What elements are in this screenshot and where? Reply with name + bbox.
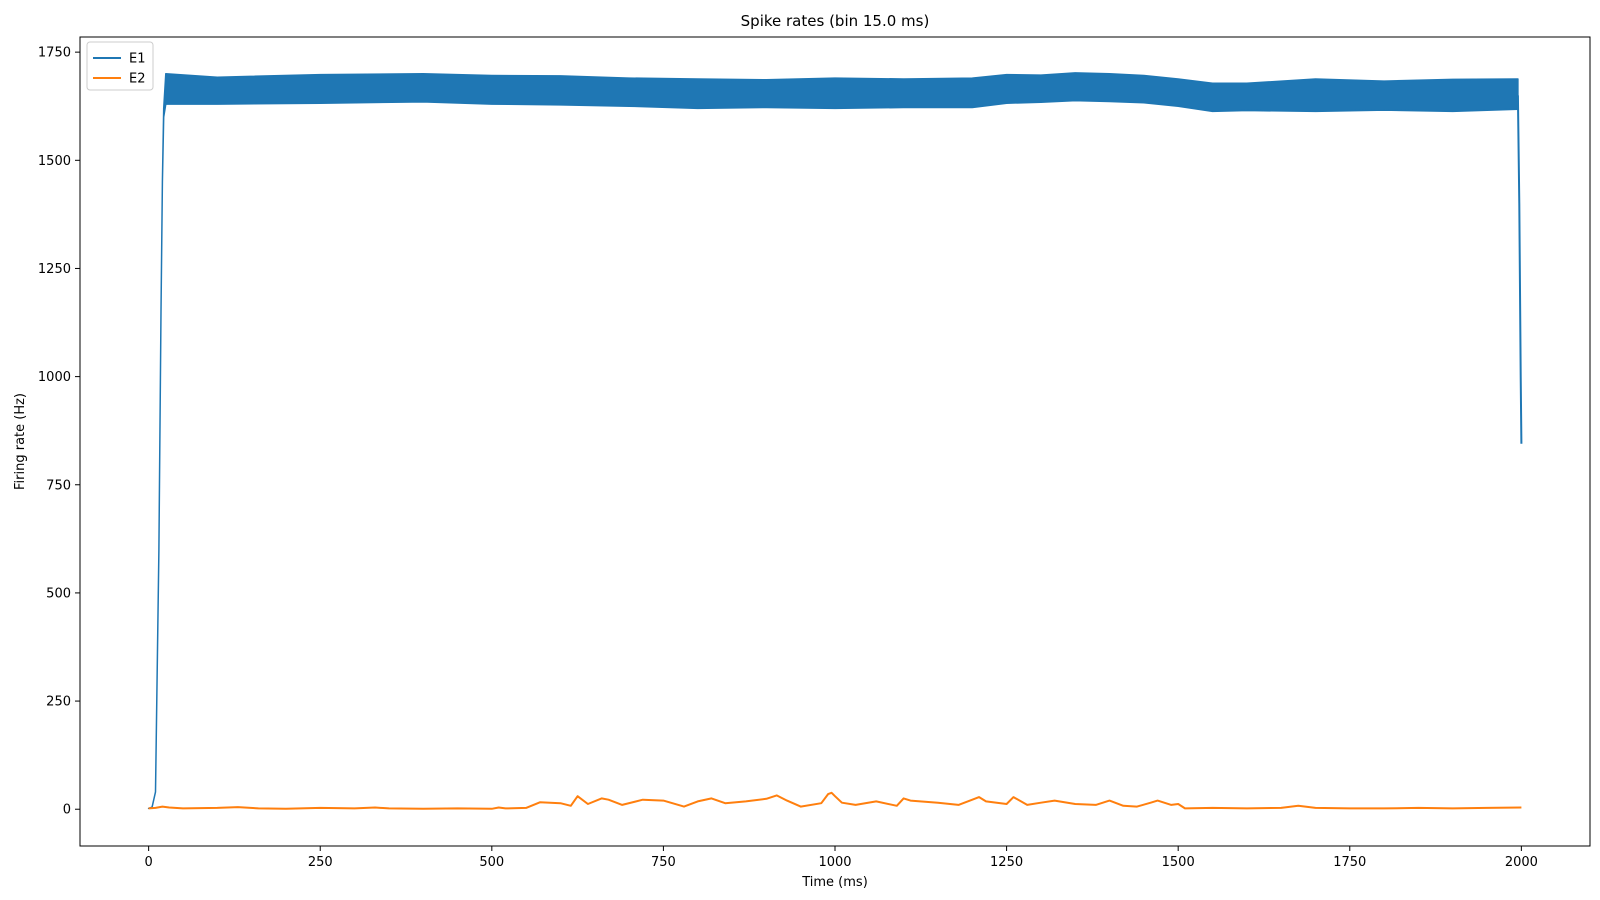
legend-label-e2: E2 <box>129 72 146 87</box>
y-axis-ticks: 0 250 500 750 1000 1250 1500 1750 <box>38 46 80 818</box>
x-tick-label: 1500 <box>1162 855 1195 870</box>
y-tick-label: 500 <box>46 586 71 601</box>
plot-area <box>147 72 1523 810</box>
y-tick-label: 0 <box>63 803 71 818</box>
x-tick-label: 0 <box>144 855 152 870</box>
y-tick-label: 1500 <box>38 154 71 169</box>
series-e1-band <box>147 72 1519 810</box>
legend-label-e1: E1 <box>129 52 146 67</box>
y-tick-label: 750 <box>46 478 71 493</box>
x-tick-label: 1000 <box>818 855 851 870</box>
y-axis-label: Firing rate (Hz) <box>13 393 28 490</box>
y-tick-label: 250 <box>46 695 71 710</box>
x-tick-label: 1750 <box>1333 855 1366 870</box>
series-e1-tail <box>1516 95 1523 444</box>
series-e2-line <box>148 791 1522 810</box>
x-tick-label: 750 <box>651 855 676 870</box>
chart-title: Spike rates (bin 15.0 ms) <box>741 12 930 30</box>
x-axis-label: Time (ms) <box>801 875 868 890</box>
x-tick-label: 500 <box>479 855 504 870</box>
x-axis-ticks: 0 250 500 750 1000 1250 1500 1750 2000 <box>144 846 1538 870</box>
y-tick-label: 1750 <box>38 46 71 61</box>
x-tick-label: 250 <box>308 855 333 870</box>
x-tick-label: 2000 <box>1505 855 1538 870</box>
y-tick-label: 1250 <box>38 262 71 277</box>
y-tick-label: 1000 <box>38 370 71 385</box>
x-tick-label: 1250 <box>990 855 1023 870</box>
